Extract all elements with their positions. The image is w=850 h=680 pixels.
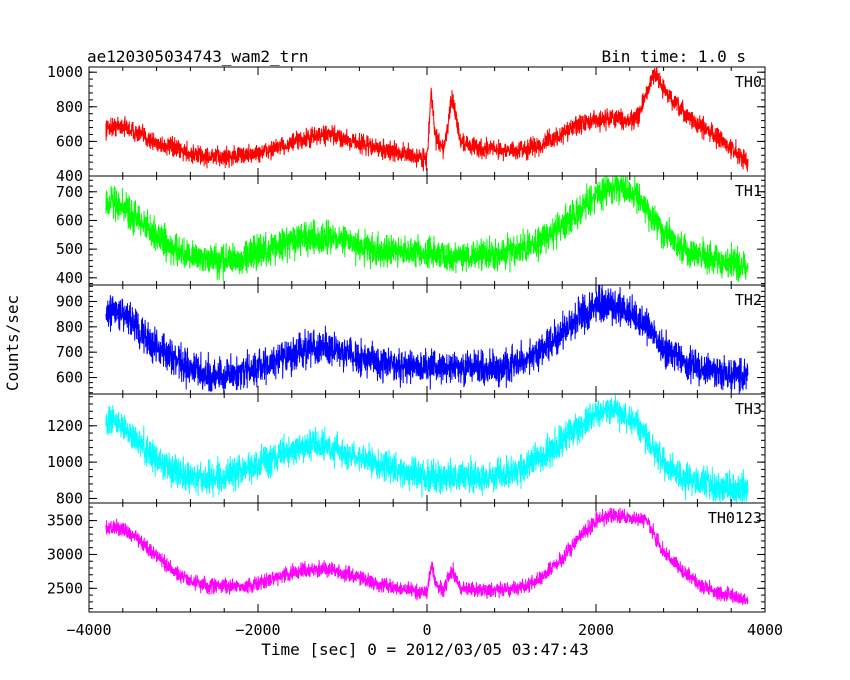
y-tick-label: 900 (56, 292, 83, 310)
y-tick-label: 800 (56, 489, 83, 507)
y-tick-label: 1000 (47, 63, 83, 81)
panels-group: 400 600 800 1000 TH0 400 500 600 700 TH1 600 700 800… (47, 63, 783, 639)
y-tick-label: 800 (56, 98, 83, 116)
y-tick-label: 600 (56, 211, 83, 229)
y-tick-label: 400 (56, 167, 83, 185)
series-label-th0: TH0 (735, 73, 762, 91)
x-tick-label: 2000 (578, 621, 614, 639)
x-tick-label: −2000 (235, 621, 280, 639)
x-axis-label: Time [sec] 0 = 2012/03/05 03:47:43 (261, 640, 589, 659)
chart-title: ae120305034743_wam2_trn (87, 47, 309, 66)
series-line-th3 (105, 394, 749, 503)
series-label-th2: TH2 (735, 291, 762, 309)
chart-subtitle: Bin time: 1.0 s (602, 47, 747, 66)
panel-th0123: 2500 3000 3500 TH0123 (47, 502, 766, 613)
series-label-th3: TH3 (735, 400, 762, 418)
panel-th2: 600 700 800 900 TH2 (56, 284, 766, 395)
x-tick-label: 0 (422, 621, 431, 639)
panel-th3: 800 1000 1200 TH3 (47, 393, 766, 507)
series-line-th2 (105, 285, 749, 394)
y-tick-label: 1000 (47, 453, 83, 471)
y-tick-label: 700 (56, 343, 83, 361)
y-tick-label: 400 (56, 269, 83, 287)
y-tick-label: 700 (56, 183, 83, 201)
panel-th1: 400 500 600 700 TH1 (56, 175, 766, 287)
y-tick-label: 600 (56, 132, 83, 150)
series-line-th0 (105, 67, 749, 172)
series-line-th0123 (105, 507, 749, 605)
y-tick-label: 3500 (47, 512, 83, 530)
y-tick-label: 500 (56, 240, 83, 258)
x-tick-label: 4000 (747, 621, 783, 639)
y-tick-label: 800 (56, 318, 83, 336)
y-tick-label: 1200 (47, 417, 83, 435)
y-tick-label: 3000 (47, 545, 83, 563)
series-label-th0123: TH0123 (708, 509, 762, 527)
y-tick-label: 2500 (47, 579, 83, 597)
series-line-th1 (105, 176, 749, 282)
series-label-th1: TH1 (735, 182, 762, 200)
y-axis-label: Counts/sec (3, 295, 22, 391)
panel-th0: 400 600 800 1000 TH0 (47, 63, 766, 185)
x-tick-label: −4000 (66, 621, 111, 639)
y-tick-label: 600 (56, 369, 83, 387)
